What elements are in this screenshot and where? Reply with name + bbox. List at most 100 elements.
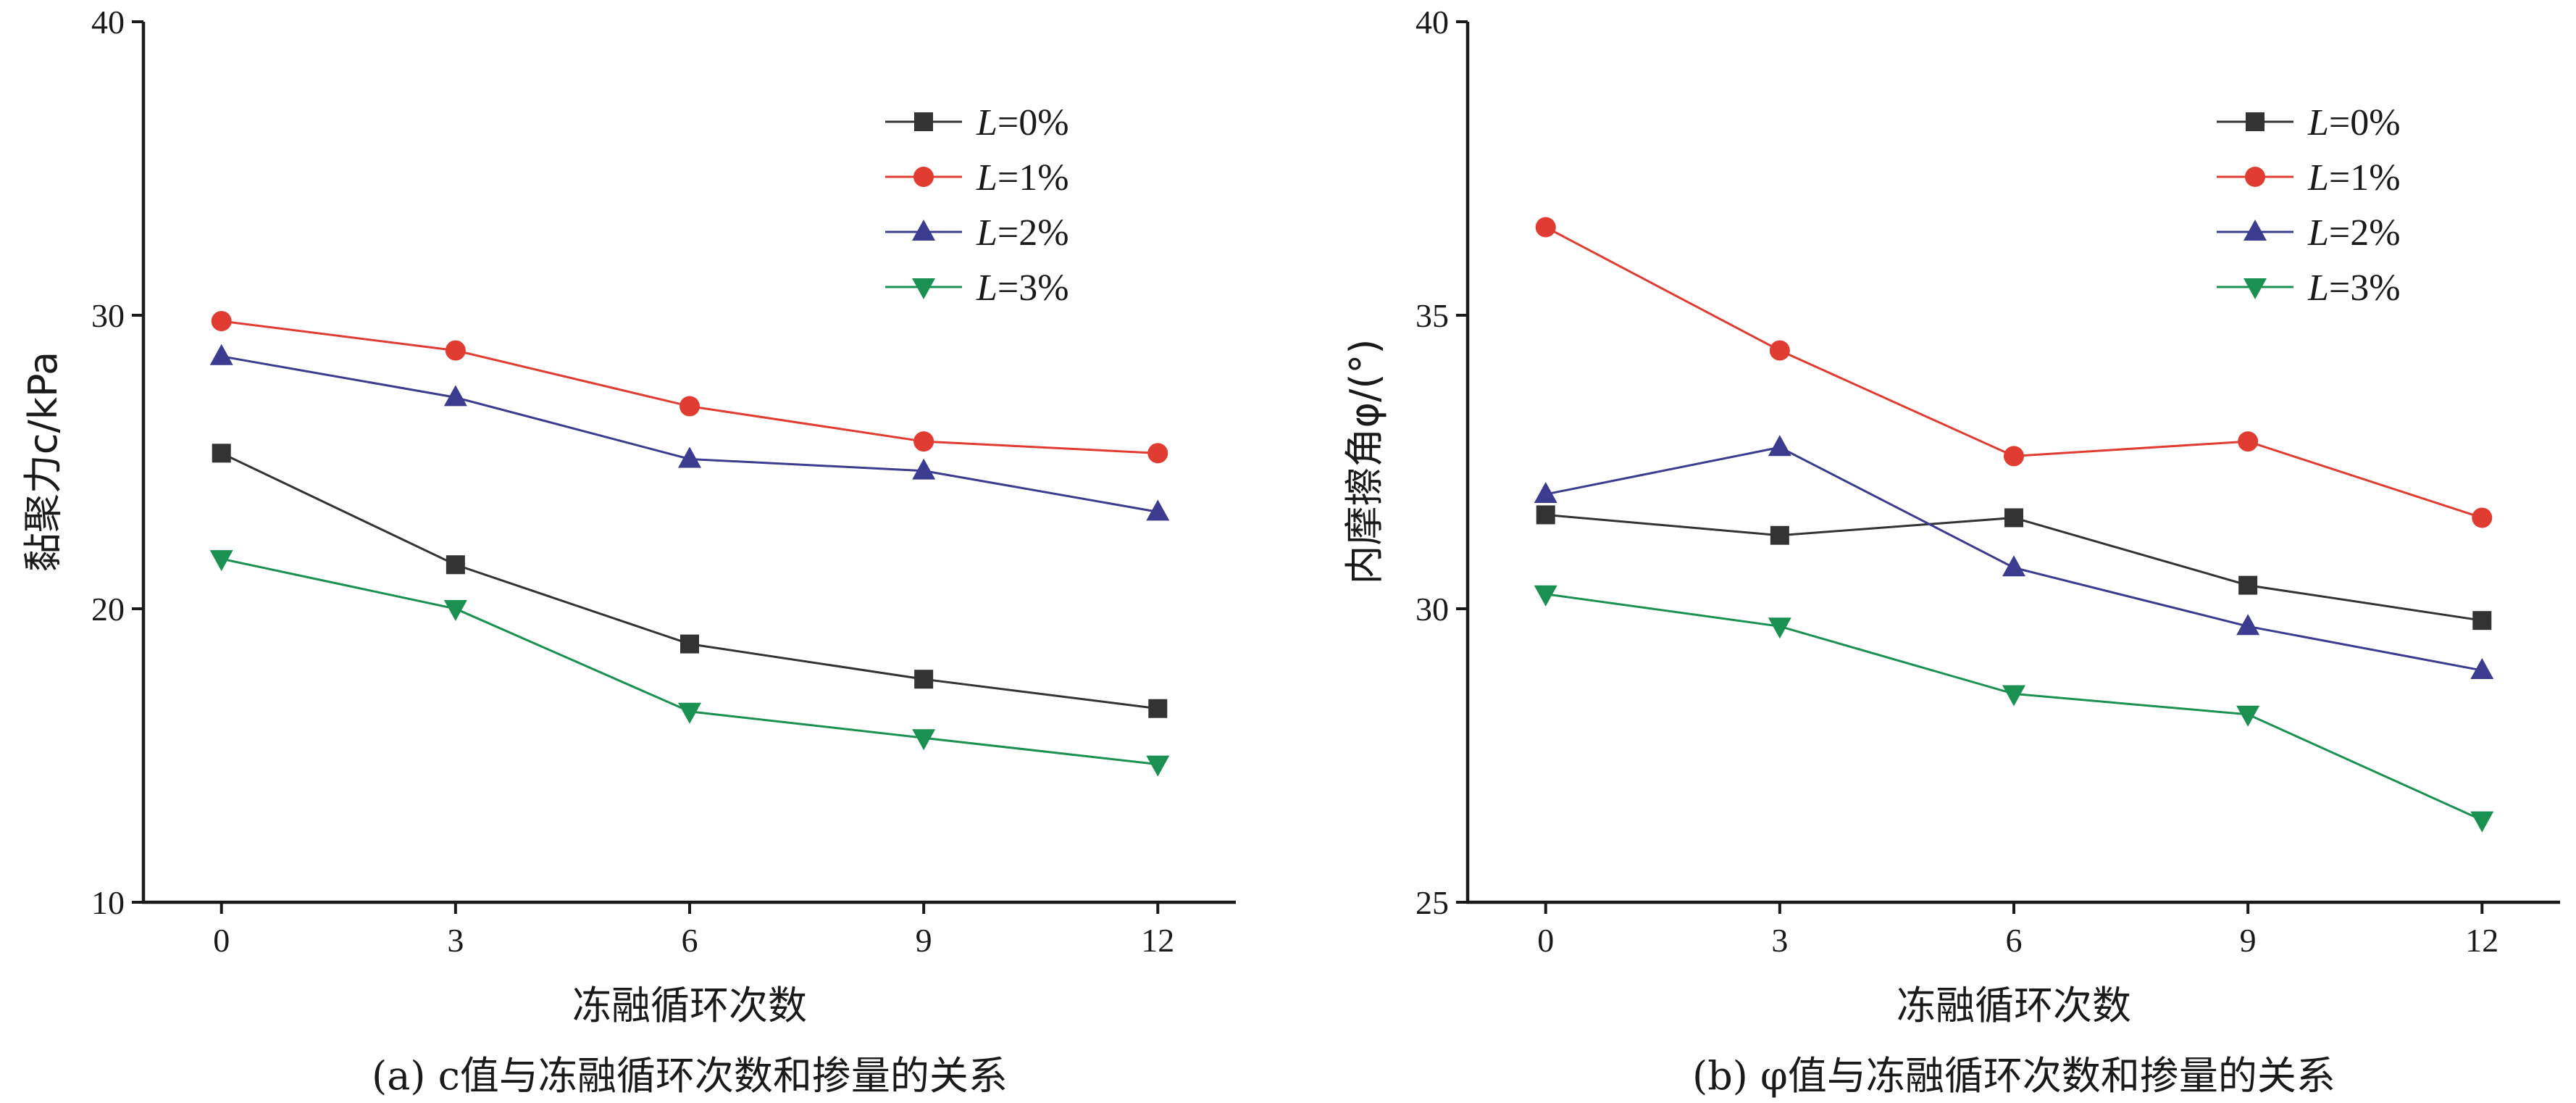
x-axis-title: 冻融循环次数 [1897, 983, 2131, 1028]
data-point [2002, 685, 2025, 707]
data-point [914, 670, 934, 689]
chart-panel-a: 0 3 6 9 12 10 20 30 40 L=0% L=1% L=2% L=3% 冻融循环次数 黏… [20, 4, 1236, 1099]
y-tick-label: 40 [91, 4, 125, 41]
legend-label: L=0% [2307, 102, 2401, 143]
series-line [221, 320, 1158, 454]
data-point [2236, 614, 2260, 636]
legend-label: L=2% [976, 212, 1069, 254]
chart-caption: (b) φ值与冻融循环次数和掺量的关系 [1692, 1053, 2335, 1099]
x-tick-label: 12 [1141, 922, 1174, 959]
series-line [221, 557, 1158, 766]
data-point [2236, 705, 2260, 727]
series-0 [1536, 505, 2492, 630]
legend-marker [2246, 112, 2265, 131]
x-axis-title: 冻融循环次数 [572, 983, 807, 1028]
data-point [1536, 505, 1555, 525]
legend-marker [912, 220, 935, 241]
data-point [1770, 525, 1789, 545]
y-tick-label: 40 [1415, 4, 1449, 41]
data-point [912, 729, 936, 751]
series-0 [212, 444, 1168, 718]
data-point [912, 458, 936, 480]
data-point [1768, 435, 1791, 457]
data-point [1148, 699, 1168, 718]
x-tick-label: 12 [2465, 922, 2498, 959]
x-tick-label: 3 [447, 922, 464, 959]
series-group [1534, 217, 2494, 833]
data-point [209, 550, 233, 572]
data-point [443, 600, 467, 621]
tick-group: 0 3 6 9 12 25 30 35 40 [1415, 4, 2498, 959]
legend-label: L=1% [2307, 157, 2401, 199]
data-point [2238, 431, 2259, 452]
y-tick-label: 30 [91, 297, 125, 334]
data-point [212, 444, 231, 463]
legend-marker [914, 112, 933, 131]
y-tick-label: 10 [91, 884, 125, 921]
legend-item: L=3% [2217, 267, 2401, 309]
x-tick-label: 0 [1537, 922, 1554, 959]
x-tick-label: 3 [1771, 922, 1788, 959]
legend-label: L=2% [2307, 212, 2401, 254]
legend: L=0% L=1% L=2% L=3% [885, 102, 1069, 309]
data-point [2470, 811, 2494, 833]
data-point [1147, 443, 1168, 464]
data-point [1535, 217, 1556, 238]
legend-marker [2243, 278, 2267, 299]
legend-label: L=3% [976, 267, 1069, 309]
legend: L=0% L=1% L=2% L=3% [2217, 102, 2401, 309]
data-point [2470, 658, 2494, 680]
data-point [913, 431, 934, 452]
series-2 [1534, 435, 2494, 680]
y-tick-label: 35 [1415, 297, 1449, 334]
data-point [2472, 507, 2493, 528]
series-line [221, 355, 1158, 513]
x-tick-label: 0 [213, 922, 230, 959]
data-point [2002, 555, 2025, 577]
series-3 [1534, 585, 2494, 833]
data-point [1146, 499, 1170, 521]
chart-caption: (a) c值与冻融循环次数和掺量的关系 [372, 1053, 1008, 1099]
data-point [1534, 482, 1557, 504]
series-group [209, 311, 1170, 777]
legend-label: L=0% [976, 102, 1069, 143]
y-axis-title: 黏聚力c/kPa [20, 351, 66, 572]
data-point [209, 344, 233, 365]
series-1 [211, 311, 1168, 464]
data-point [211, 311, 232, 332]
y-tick-label: 25 [1415, 884, 1449, 921]
legend-item: L=0% [885, 102, 1069, 143]
data-point [679, 396, 700, 417]
data-point [678, 702, 701, 724]
legend-item: L=0% [2217, 102, 2401, 143]
x-tick-label: 9 [916, 922, 932, 959]
data-point [2004, 446, 2024, 467]
series-line [221, 451, 1158, 710]
legend-label: L=3% [2307, 267, 2401, 309]
y-tick-label: 30 [1415, 591, 1449, 628]
x-tick-label: 6 [682, 922, 698, 959]
data-point [1769, 340, 1790, 361]
legend-marker [913, 167, 934, 187]
y-tick-label: 20 [91, 591, 125, 628]
data-point [1768, 617, 1791, 639]
data-point [2238, 575, 2258, 595]
data-point [2004, 508, 2023, 528]
legend-label: L=1% [976, 157, 1069, 199]
legend-item: L=2% [885, 212, 1069, 254]
legend-marker [2243, 220, 2267, 241]
data-point [443, 385, 467, 407]
data-point [1534, 585, 1557, 607]
legend-item: L=1% [2217, 157, 2401, 199]
data-point [2472, 611, 2492, 630]
series-line [1545, 593, 2483, 821]
series-3 [209, 550, 1170, 777]
series-1 [1535, 217, 2493, 528]
data-point [1146, 755, 1170, 777]
y-axis-title: 内摩擦角φ/(°) [1342, 339, 1387, 585]
legend-marker [2245, 167, 2265, 187]
data-point [446, 555, 465, 575]
series-2 [209, 344, 1170, 521]
x-tick-label: 6 [2006, 922, 2023, 959]
